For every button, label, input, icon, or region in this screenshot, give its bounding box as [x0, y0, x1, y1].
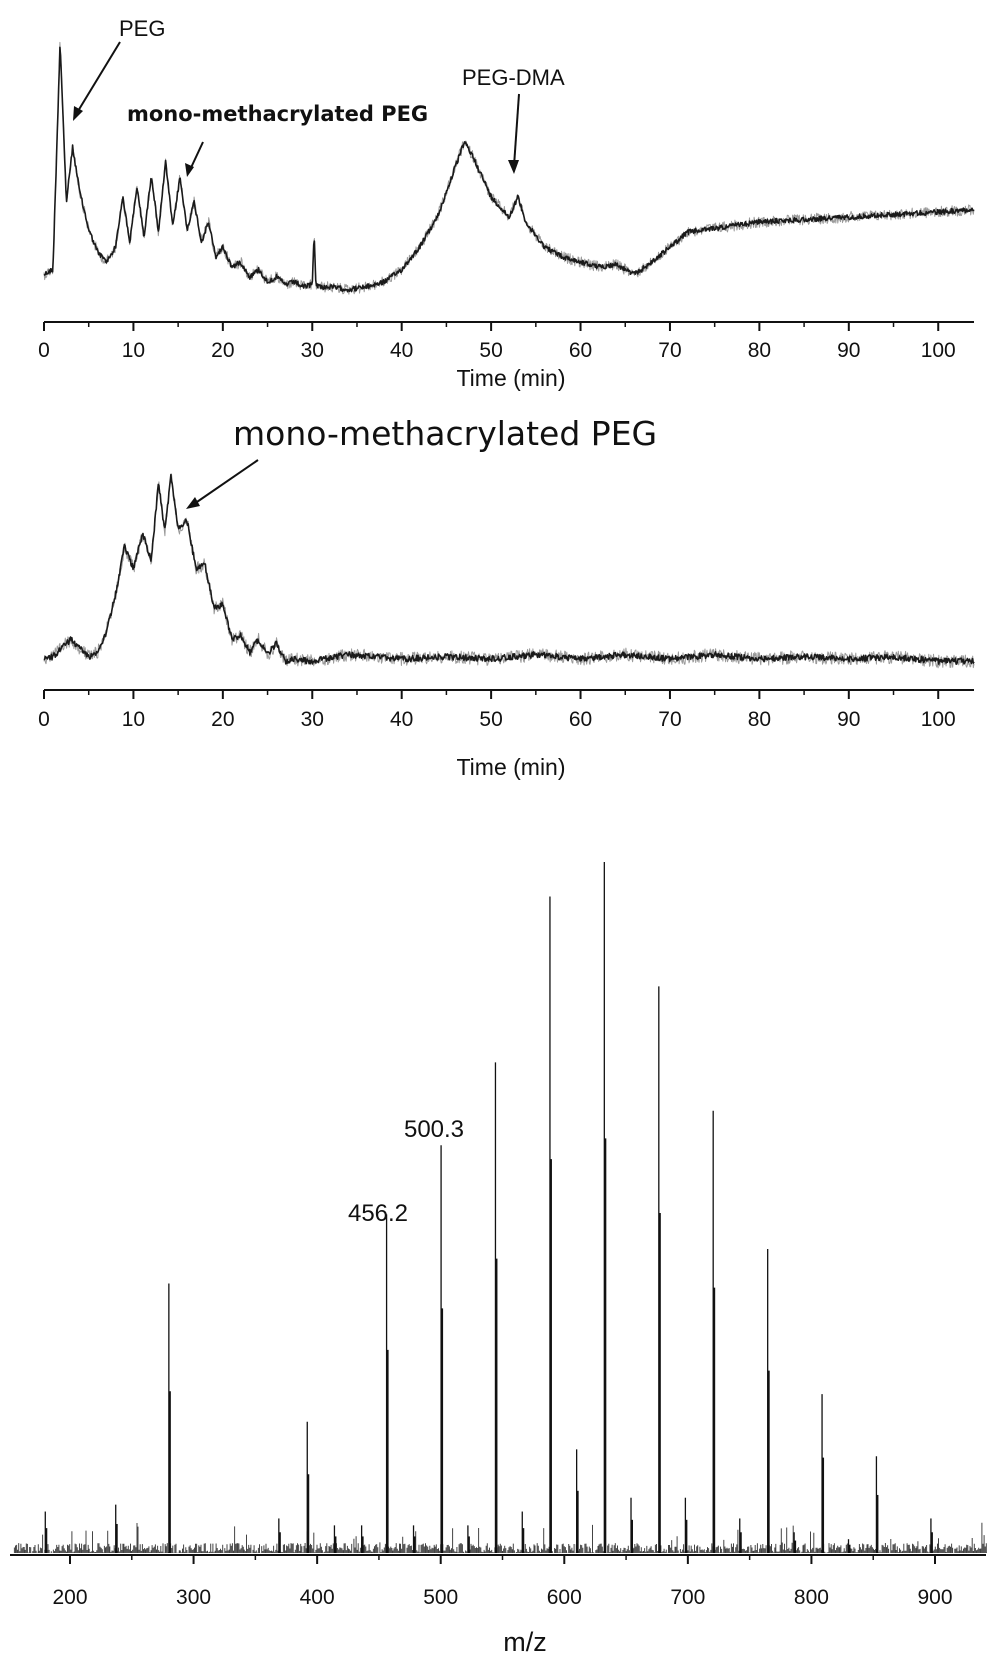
mz-tick-label: 700	[670, 1586, 705, 1609]
time-tick-label: 90	[837, 339, 860, 362]
time2-tick-label: 100	[921, 708, 956, 731]
arrow-mono-methacrylated-peg-2	[193, 459, 259, 505]
arrowhead-mono-methacrylated-peg	[185, 163, 194, 177]
mz-tick-label: 500	[423, 1586, 458, 1609]
mz-tick-label: 800	[794, 1586, 829, 1609]
time-tick-label: 50	[479, 339, 502, 362]
mz-axis-title: m/z	[503, 1627, 547, 1657]
time2-tick-label: 60	[569, 708, 592, 731]
mz-tick-label: 600	[547, 1586, 582, 1609]
time-tick-label: 0	[38, 339, 50, 362]
annotation-peg: PEG	[119, 16, 165, 41]
mz-tick-label: 300	[176, 1586, 211, 1609]
spectrum-noise-path	[13, 1522, 987, 1553]
extracted-chromatogram-noise-envelope	[43, 473, 975, 669]
peak-label-456: 456.2	[348, 1200, 408, 1227]
time2-tick-label: 40	[390, 708, 413, 731]
extracted-chromatogram-line	[43, 473, 975, 665]
mz-tick-label: 400	[300, 1586, 335, 1609]
time-tick-label: 70	[658, 339, 681, 362]
time2-tick-label: 0	[38, 708, 50, 731]
time2-tick-label: 20	[211, 708, 234, 731]
time2-tick-label: 90	[837, 708, 860, 731]
arrow-peg	[74, 41, 121, 117]
extracted-chromatogram-trace	[43, 473, 975, 669]
time-tick-label: 40	[390, 339, 413, 362]
annotation-peg-dma: PEG-DMA	[462, 65, 565, 90]
time2-tick-label: 10	[122, 708, 145, 731]
arrow-peg-dma	[513, 93, 520, 167]
arrowhead-peg	[73, 106, 83, 121]
mz-tick-label: 900	[917, 1586, 952, 1609]
time-tick-label: 20	[211, 339, 234, 362]
time-axis-title-2: Time (min)	[456, 754, 565, 780]
time2-tick-label: 30	[301, 708, 324, 731]
arrowhead-peg-dma	[508, 160, 519, 174]
chromatogram-panel: 0 10 20 30 40 50 60 70 80 90 100 Time (min) PEG mo…	[38, 16, 975, 391]
time-tick-label: 30	[301, 339, 324, 362]
time-tick-label: 10	[122, 339, 145, 362]
time2-tick-label: 70	[658, 708, 681, 731]
time-tick-label: 60	[569, 339, 592, 362]
time2-tick-label: 50	[479, 708, 502, 731]
chromatogram-line	[43, 46, 975, 293]
chromatogram-trace	[43, 41, 975, 295]
time-axis-ticks-2: 0 10 20 30 40 50 60 70 80 90 100	[38, 690, 956, 731]
mz-tick-label: 200	[52, 1586, 87, 1609]
spectrum-peaks	[44, 862, 933, 1553]
time-tick-label: 100	[921, 339, 956, 362]
time-axis-title: Time (min)	[456, 365, 565, 391]
annotation-mono-methacrylated-peg: mono-methacrylated PEG	[127, 102, 428, 126]
time-axis-ticks: 0 10 20 30 40 50 60 70 80 90 100	[38, 322, 956, 362]
time-tick-label: 80	[748, 339, 771, 362]
extracted-chromatogram-panel: 0 10 20 30 40 50 60 70 80 90 100 Time (min) mono-m…	[38, 414, 975, 780]
annotation-mono-methacrylated-peg-2: mono-methacrylated PEG	[233, 414, 657, 453]
mz-axis-ticks: 200 300 400 500 600 700 800 900	[52, 1555, 953, 1609]
peak-label-500: 500.3	[404, 1116, 464, 1143]
time2-tick-label: 80	[748, 708, 771, 731]
spectrum-baseline-noise	[13, 1522, 987, 1553]
mass-spectrum-panel: 200 300 400 500 600 700 800 900 m/z 456.2 500.3	[10, 862, 987, 1657]
arrowhead-mono-methacrylated-peg-2	[186, 497, 200, 509]
